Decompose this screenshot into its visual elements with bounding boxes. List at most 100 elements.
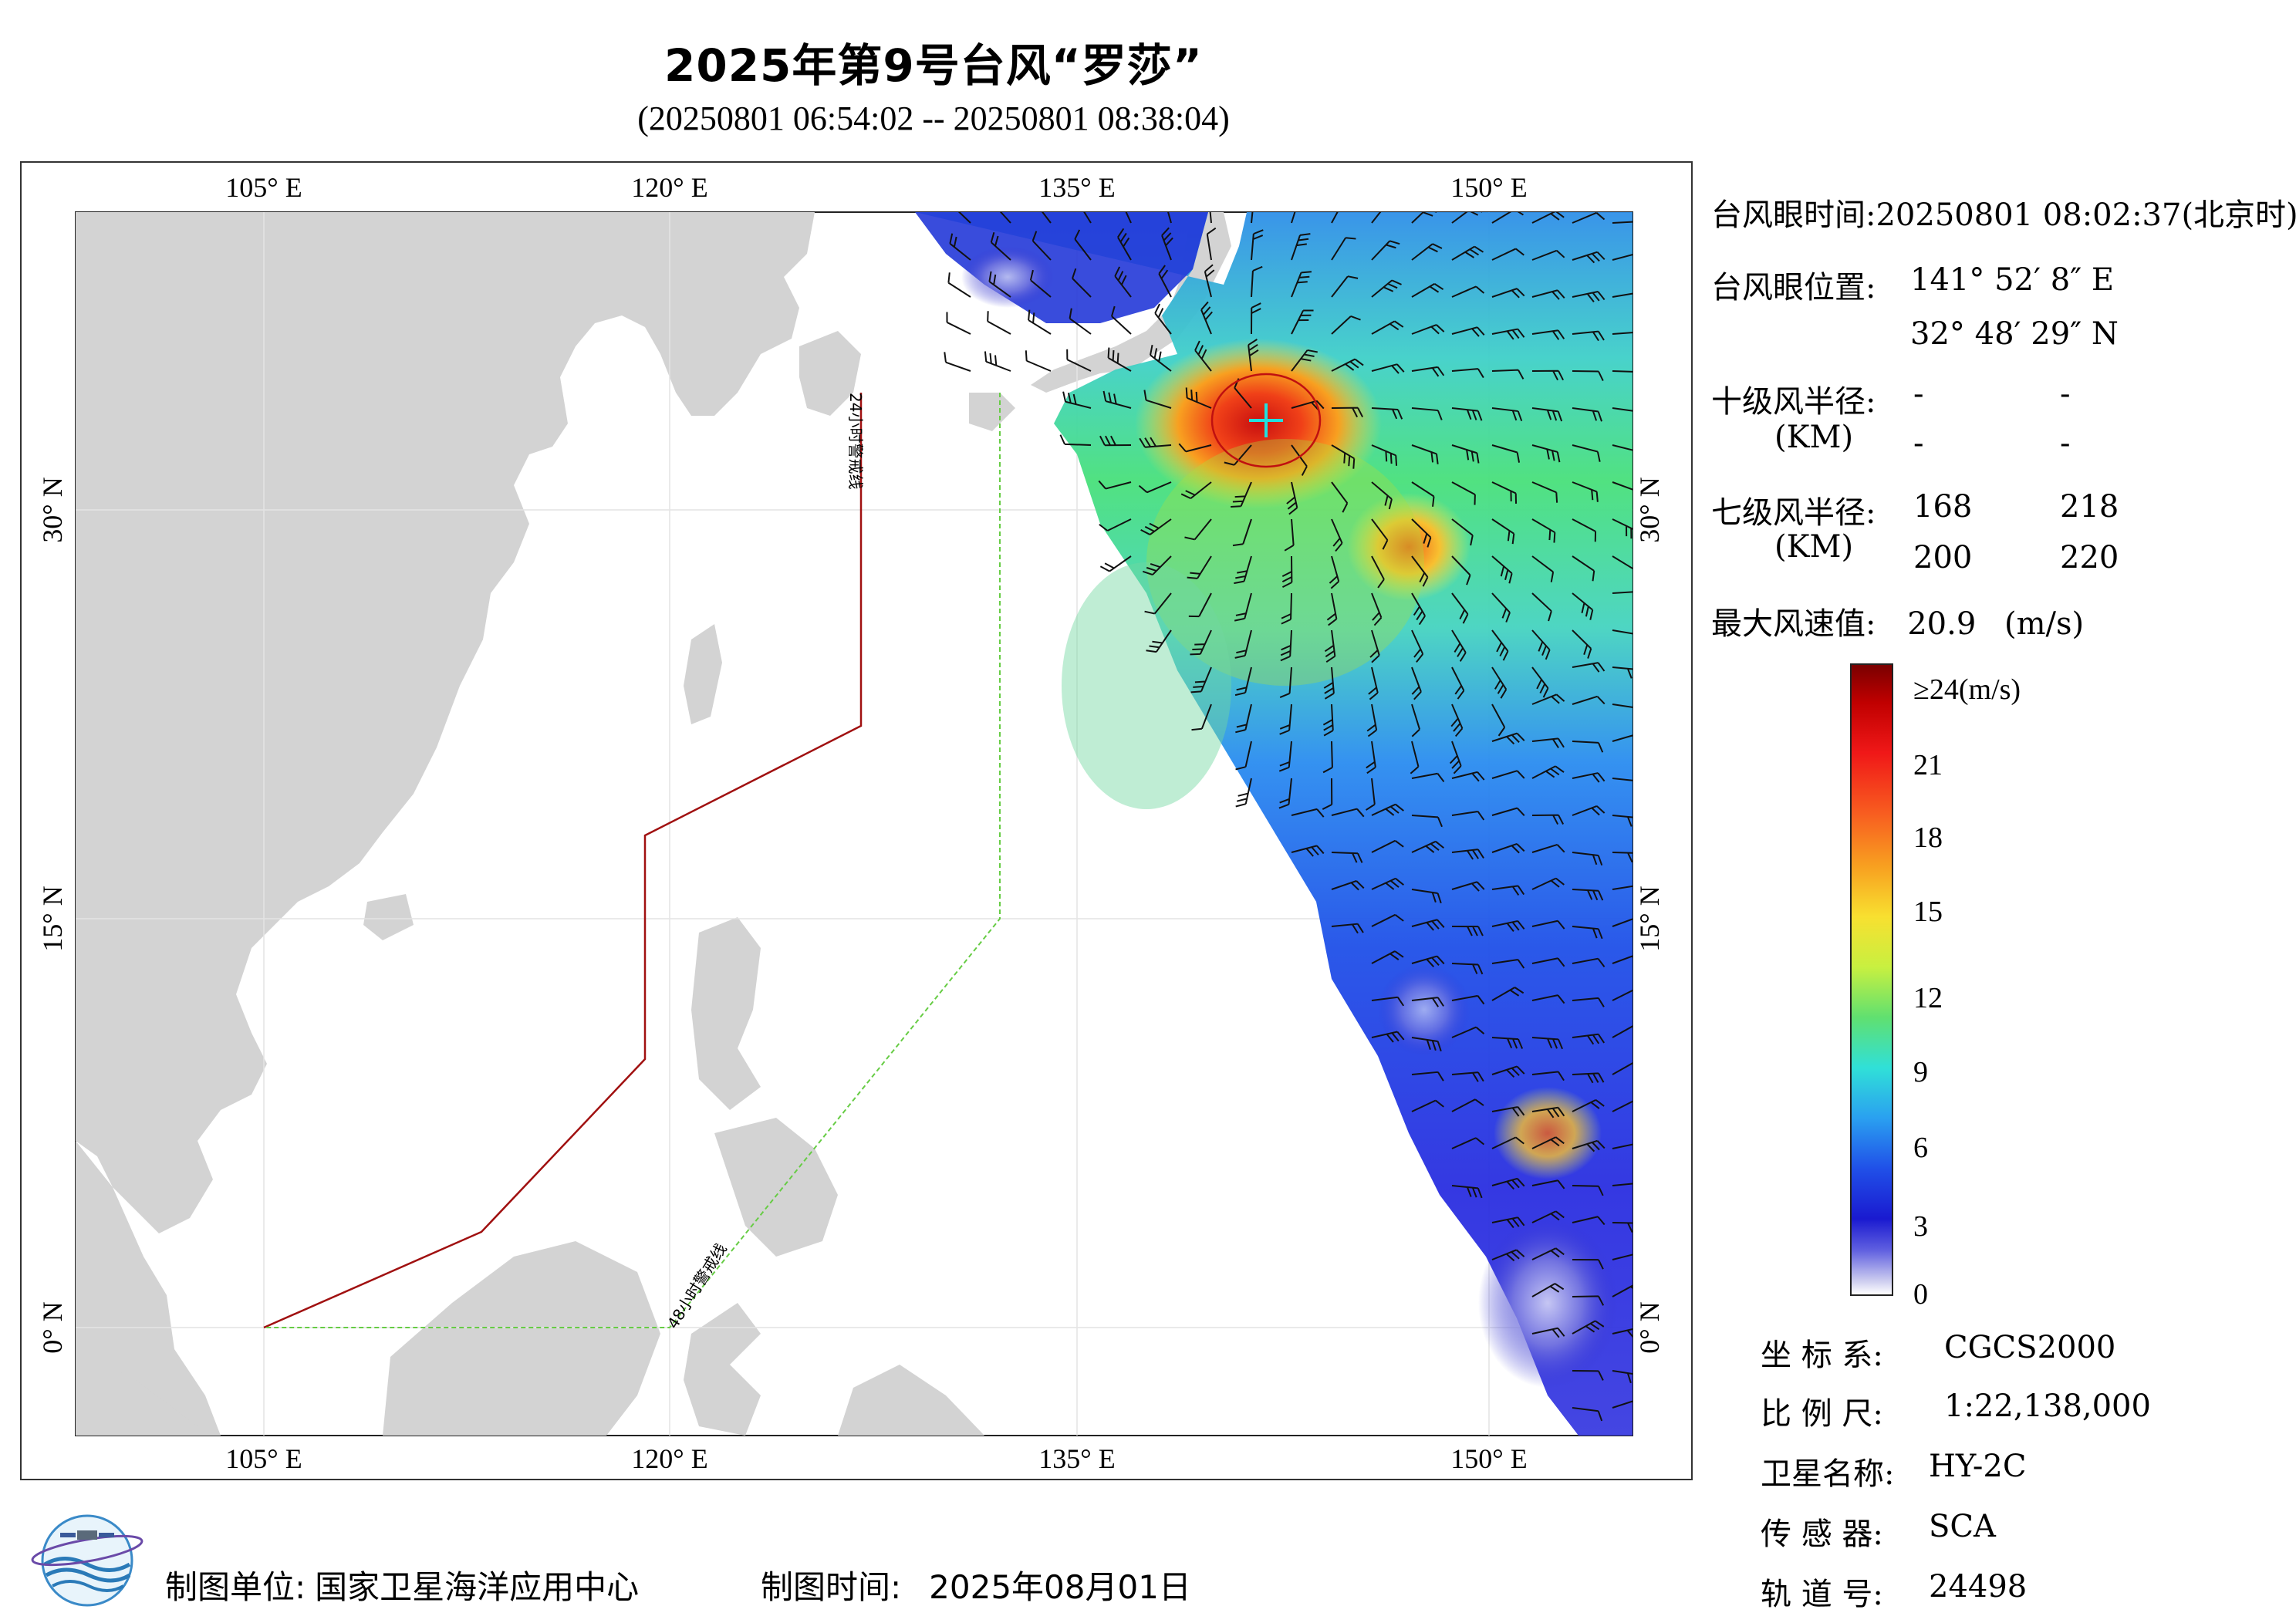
wind-barb bbox=[1366, 741, 1376, 774]
lon-label-bottom-135: 135° E bbox=[1038, 1443, 1115, 1474]
lat-label-right-15: 15° N bbox=[1634, 886, 1665, 951]
wind-barb bbox=[988, 271, 1011, 298]
lon-label-top-105: 105° E bbox=[225, 172, 302, 203]
wind-barb bbox=[1612, 733, 1633, 744]
wind-barb bbox=[1612, 987, 1633, 1001]
wind-barb bbox=[1491, 328, 1525, 340]
wind-barb bbox=[1371, 950, 1404, 964]
wind-barb bbox=[1572, 1072, 1605, 1084]
wind-barb bbox=[1531, 369, 1564, 381]
wind-barb bbox=[1449, 741, 1462, 774]
wind-barb bbox=[1491, 959, 1525, 969]
wind-barb bbox=[1451, 245, 1484, 261]
wind-barb bbox=[1612, 916, 1633, 927]
wind-barb bbox=[1531, 249, 1565, 261]
max-wind-value: 20.9 bbox=[1907, 606, 1977, 642]
48h-warning-line bbox=[264, 393, 1001, 1328]
lon-label-top-120: 120° E bbox=[631, 172, 707, 203]
eye-time-label: 台风眼时间: bbox=[1711, 197, 1876, 233]
wind-barb bbox=[1331, 407, 1364, 418]
lat-label-right-30: 30° N bbox=[1634, 477, 1665, 542]
wind-barb bbox=[1150, 344, 1172, 372]
lon-label-top-150: 150° E bbox=[1450, 172, 1527, 203]
crs-value: CGCS2000 bbox=[1944, 1330, 2116, 1365]
wind-barb bbox=[944, 352, 971, 372]
wind-barb bbox=[1411, 919, 1445, 931]
wind-barb bbox=[1371, 839, 1404, 853]
wind-barb bbox=[1451, 285, 1485, 298]
wind-barb bbox=[1034, 212, 1052, 224]
wind-barb bbox=[1612, 1024, 1633, 1038]
wind-barb bbox=[1451, 666, 1465, 700]
wind-barb bbox=[947, 272, 971, 298]
wind-barb bbox=[1572, 957, 1606, 967]
wind-barb bbox=[1612, 1252, 1633, 1262]
wind-barb bbox=[1612, 1061, 1633, 1075]
wind-barb bbox=[1491, 369, 1524, 380]
wind-barb bbox=[1278, 778, 1292, 809]
wind-barb bbox=[1411, 1099, 1444, 1112]
wind-barb bbox=[992, 212, 1011, 224]
wind-barb bbox=[1531, 994, 1565, 1004]
wind-barb bbox=[1531, 444, 1561, 463]
colorbar-label-21: 21 bbox=[1913, 749, 1943, 781]
wind-barb bbox=[1234, 629, 1252, 659]
wind-barb bbox=[1411, 666, 1422, 700]
wind-barb bbox=[1572, 629, 1592, 659]
wind-barb bbox=[1371, 518, 1389, 550]
wind-barb bbox=[1191, 704, 1212, 731]
wind-barb bbox=[1371, 555, 1385, 589]
wind-barb bbox=[1251, 265, 1263, 298]
wind-barb bbox=[1114, 266, 1132, 298]
wind-barb bbox=[1612, 704, 1633, 719]
wind-barb bbox=[1076, 212, 1092, 224]
wind-barb bbox=[1142, 555, 1172, 576]
wind-barb bbox=[1324, 629, 1336, 663]
sensor-value: SCA bbox=[1929, 1509, 1996, 1544]
wind-barb bbox=[1111, 305, 1132, 335]
wind-barb bbox=[1322, 741, 1333, 774]
wind-barb bbox=[1180, 481, 1212, 500]
wind-barb bbox=[1099, 518, 1132, 531]
eye-latitude: 32° 48′ 29″ N bbox=[1910, 316, 2119, 352]
wind-barb bbox=[1572, 1259, 1604, 1270]
colorbar-label-6: 6 bbox=[1913, 1132, 1928, 1164]
wind-field-map[interactable]: 24小时警戒线 48小时警戒线 105° E 120° E 135° E 150… bbox=[20, 161, 1693, 1480]
wind-barb bbox=[1235, 741, 1252, 771]
maker-row: 制图单位: 国家卫星海洋应用中心 bbox=[165, 1561, 639, 1608]
wind-barb bbox=[1612, 1370, 1633, 1385]
wind-barb bbox=[1331, 518, 1343, 552]
wind-barb bbox=[1411, 212, 1441, 224]
wind-barb bbox=[1190, 629, 1212, 656]
wind-barb bbox=[1371, 877, 1404, 890]
wind-barb bbox=[1099, 555, 1132, 572]
wind-barb bbox=[1185, 387, 1212, 409]
24h-warning-label: 24小时警戒线 bbox=[846, 393, 865, 489]
wind-barb bbox=[1531, 1210, 1565, 1223]
orbit-label: 轨 道 号: bbox=[1761, 1577, 1883, 1612]
wind-barb bbox=[1188, 592, 1212, 618]
wind-barb bbox=[946, 312, 971, 335]
wind-barb bbox=[1178, 443, 1212, 453]
wind-barb bbox=[1154, 303, 1172, 335]
wind-barb bbox=[1331, 808, 1365, 818]
wind-barb bbox=[1102, 390, 1132, 409]
wind-barb bbox=[1368, 666, 1379, 700]
eye-time-row: 台风眼时间:20250801 08:02:37(北京时) bbox=[1711, 190, 2296, 235]
wind-barb bbox=[1074, 229, 1092, 261]
wind-barb bbox=[1451, 629, 1467, 662]
wind-barb bbox=[1531, 518, 1556, 543]
wind-barb bbox=[1451, 963, 1484, 975]
wind-barb bbox=[1491, 1106, 1525, 1117]
wind-barb bbox=[1411, 840, 1444, 853]
wind-barb bbox=[1451, 368, 1484, 379]
wind-barb bbox=[1098, 480, 1132, 490]
wind-barb bbox=[1235, 778, 1252, 808]
wind-barb bbox=[1411, 324, 1445, 335]
wind-barb bbox=[1451, 771, 1485, 782]
lon-label-top-135: 135° E bbox=[1038, 172, 1115, 203]
wind-barb bbox=[1612, 1182, 1633, 1193]
wind-barb bbox=[1028, 309, 1052, 335]
wind-barb bbox=[1329, 555, 1340, 589]
wind-barb bbox=[1572, 805, 1606, 816]
